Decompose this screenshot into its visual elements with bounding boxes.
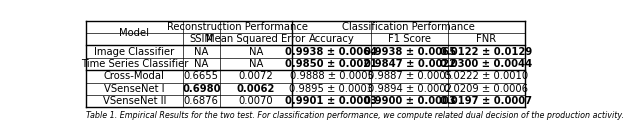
Text: Table 1. Empirical Results for the two test. For classification performance, we : Table 1. Empirical Results for the two t…: [86, 111, 624, 120]
Text: VSenseNet I: VSenseNet I: [104, 84, 164, 94]
Text: 0.0072: 0.0072: [239, 71, 273, 81]
Text: Model: Model: [119, 28, 149, 38]
Text: F1 Score: F1 Score: [388, 34, 431, 44]
Text: 0.9900 ± 0.0003: 0.9900 ± 0.0003: [364, 96, 456, 106]
Text: Classification Performance: Classification Performance: [342, 22, 475, 32]
Text: Image Classifier: Image Classifier: [94, 47, 175, 57]
Text: NA: NA: [249, 59, 263, 69]
Text: 0.0197 ± 0.0007: 0.0197 ± 0.0007: [440, 96, 532, 106]
Text: 0.9894 ± 0.0002: 0.9894 ± 0.0002: [367, 84, 452, 94]
Text: 0.9887 ± 0.0005: 0.9887 ± 0.0005: [367, 71, 452, 81]
Text: Time Series Classifier: Time Series Classifier: [81, 59, 188, 69]
Text: VSenseNet II: VSenseNet II: [102, 96, 166, 106]
Text: 0.9901 ± 0.0003: 0.9901 ± 0.0003: [285, 96, 378, 106]
Text: SSIM: SSIM: [189, 34, 213, 44]
Text: 0.6655: 0.6655: [184, 71, 219, 81]
Text: 0.9938 ± 0.0065: 0.9938 ± 0.0065: [364, 47, 456, 57]
Text: Cross-Modal: Cross-Modal: [104, 71, 164, 81]
Text: Mean Squared Error: Mean Squared Error: [206, 34, 305, 44]
Text: 0.9850 ± 0.0021: 0.9850 ± 0.0021: [285, 59, 378, 69]
Text: 0.0209 ± 0.0006: 0.0209 ± 0.0006: [444, 84, 529, 94]
Text: 0.0300 ± 0.0044: 0.0300 ± 0.0044: [440, 59, 532, 69]
Text: 0.9938 ± 0.0064: 0.9938 ± 0.0064: [285, 47, 378, 57]
Text: 0.9895 ± 0.0003: 0.9895 ± 0.0003: [289, 84, 374, 94]
Text: 0.6980: 0.6980: [182, 84, 221, 94]
Text: 0.0222 ± 0.0010: 0.0222 ± 0.0010: [444, 71, 529, 81]
Text: 0.0070: 0.0070: [239, 96, 273, 106]
Text: 0.6876: 0.6876: [184, 96, 219, 106]
Text: FNR: FNR: [476, 34, 497, 44]
Text: 0.0122 ± 0.0129: 0.0122 ± 0.0129: [440, 47, 532, 57]
Text: Reconstruction Performance: Reconstruction Performance: [167, 22, 308, 32]
Text: 0.9847 ± 0.0022: 0.9847 ± 0.0022: [364, 59, 456, 69]
Text: NA: NA: [249, 47, 263, 57]
Text: 0.9888 ± 0.0005: 0.9888 ± 0.0005: [289, 71, 373, 81]
Text: NA: NA: [194, 59, 209, 69]
Text: Accuracy: Accuracy: [308, 34, 355, 44]
Text: NA: NA: [194, 47, 209, 57]
Text: 0.0062: 0.0062: [237, 84, 275, 94]
